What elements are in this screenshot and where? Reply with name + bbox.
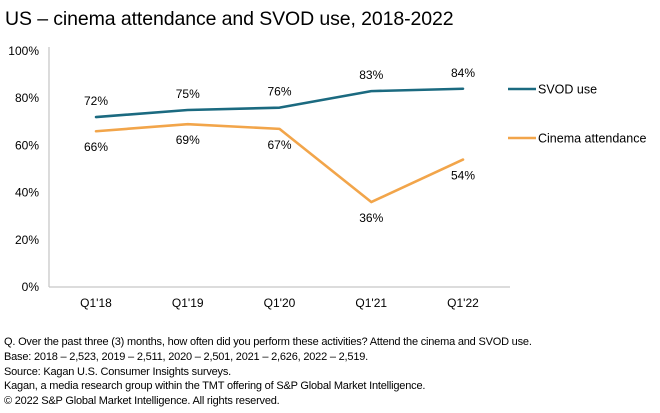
footnote-question: Q. Over the past three (3) months, how o… (4, 336, 532, 348)
cinema-attendance-data-label: 67% (267, 138, 291, 152)
svod-use-data-label: 72% (84, 94, 108, 108)
svod-use-line (94, 87, 465, 119)
data-labels: 72% 75% 76% 83% 84% 66% 69% 67% 36% 54% (84, 66, 475, 225)
svod-use-data-label: 83% (359, 68, 383, 82)
cinema-attendance-data-label: 36% (359, 211, 383, 225)
cinema-attendance-line (94, 122, 465, 204)
x-axis-ticks: Q1'18 Q1'19 Q1'20 Q1'21 Q1'22 (80, 296, 479, 310)
y-tick-label: 40% (15, 186, 39, 200)
footnotes: Q. Over the past three (3) months, how o… (4, 335, 532, 409)
y-axis-ticks: 0% 20% 40% 60% 80% 100% (8, 44, 39, 294)
footnote-base: Base: 2018 – 2,523, 2019 – 2,511, 2020 –… (4, 350, 369, 363)
series-lines (94, 87, 465, 204)
footnote-copyright: © 2022 S&P Global Market Intelligence. A… (4, 395, 280, 408)
y-tick-label: 100% (8, 44, 39, 58)
x-tick-label: Q1'20 (264, 296, 296, 310)
svod-use-data-label: 75% (176, 87, 200, 101)
legend: SVOD use Cinema attendance (508, 83, 646, 146)
footnote-publisher: Kagan, a media research group within the… (4, 380, 426, 393)
svod-use-data-label: 84% (451, 66, 475, 80)
legend-label-cinema-attendance: Cinema attendance (538, 132, 646, 146)
x-tick-label: Q1'18 (80, 296, 112, 310)
x-tick-label: Q1'21 (355, 296, 387, 310)
svod-use-data-label: 76% (267, 85, 291, 99)
axes (48, 47, 510, 288)
footnote-source: Source: Kagan U.S. Consumer Insights sur… (4, 365, 231, 378)
y-tick-label: 60% (15, 138, 39, 152)
x-tick-label: Q1'19 (172, 296, 204, 310)
y-tick-label: 0% (22, 280, 40, 294)
y-tick-label: 20% (15, 233, 39, 247)
line-chart: 0%20%40%60%80%100% Q1'18 Q1'19 Q1'20 Q1'21 Q… (8, 44, 646, 310)
cinema-attendance-data-label: 54% (451, 169, 475, 183)
cinema-attendance-data-label: 66% (84, 140, 108, 154)
y-tick-label: 80% (15, 91, 39, 105)
x-tick-label: Q1'22 (447, 296, 479, 310)
chart-title: US – cinema attendance and SVOD use, 201… (5, 8, 454, 30)
cinema-attendance-data-label: 69% (176, 133, 200, 147)
legend-label-svod-use: SVOD use (538, 83, 597, 97)
